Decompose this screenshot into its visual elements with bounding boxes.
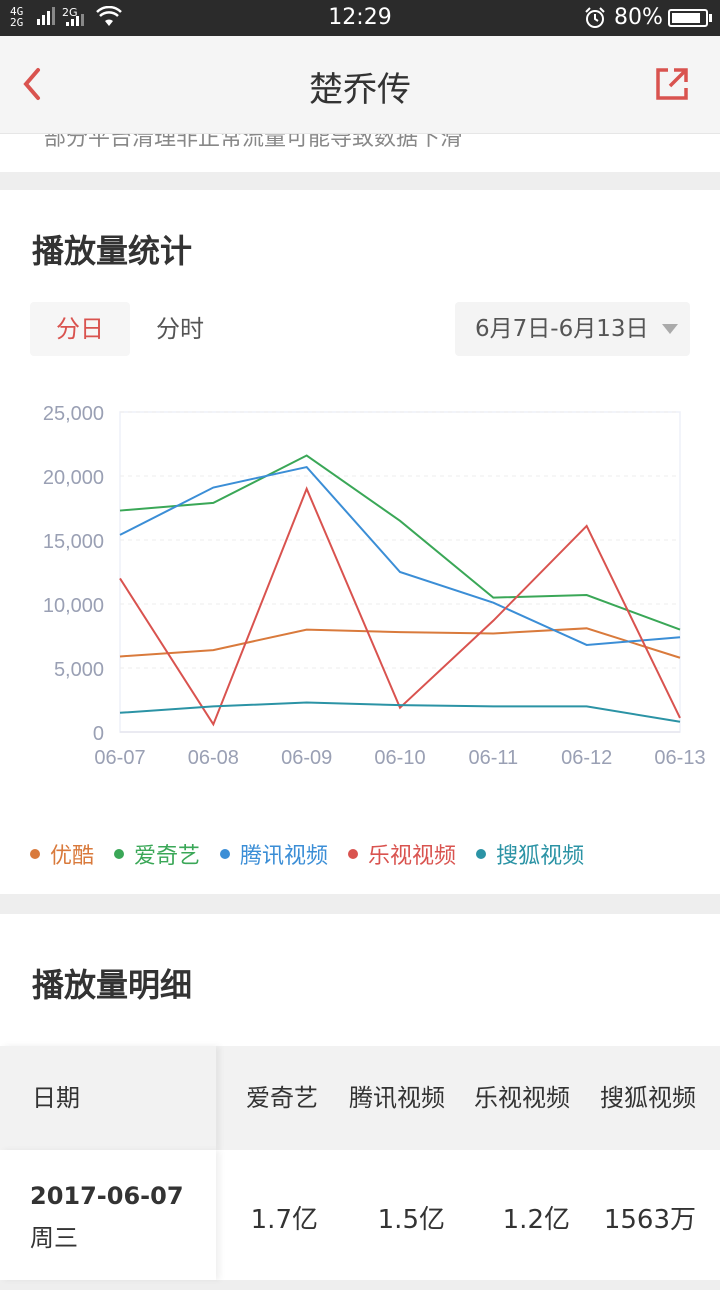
cell-iqiyi: 1.7亿 <box>230 1150 318 1280</box>
legend-item[interactable]: 乐视视频 <box>348 838 456 870</box>
header-date: 日期 <box>32 1046 80 1150</box>
legend-item[interactable]: 搜狐视频 <box>476 838 584 870</box>
date-column-header: 日期 <box>0 1046 216 1150</box>
y-tick-label: 25,000 <box>43 403 104 425</box>
table-header: 日期 爱奇艺 腾讯视频 乐视视频 搜狐视频 <box>0 1046 720 1150</box>
detail-table: 日期 爱奇艺 腾讯视频 乐视视频 搜狐视频 2017-06-07 周三 1.7亿… <box>0 1046 720 1280</box>
tab-daily[interactable]: 分日 <box>30 302 130 356</box>
x-tick-label: 06-08 <box>188 747 239 769</box>
nav-bar: 楚乔传 <box>0 36 720 134</box>
play-count-line-chart: 0 5,000 10,000 15,000 20,000 25,000 06-07 06-08… <box>0 380 720 780</box>
detail-card: 播放量明细 日期 爱奇艺 腾讯视频 乐视视频 搜狐视频 2017-06-07 周… <box>0 914 720 1280</box>
notice-text: 部分平台清理非正常流量可能导致数据下滑 <box>44 134 462 152</box>
x-tick-label: 06-07 <box>94 747 145 769</box>
clock: 12:29 <box>0 5 720 30</box>
battery-percent: 80% <box>614 5 663 30</box>
series-line <box>120 628 680 657</box>
y-tick-label: 0 <box>93 723 104 745</box>
cell-letv: 1.2亿 <box>470 1150 570 1280</box>
stats-card: 播放量统计 分日 分时 6月7日-6月13日 0 5,000 10,000 15,00… <box>0 190 720 894</box>
x-tick-label: 06-13 <box>654 747 705 769</box>
legend-dot-icon <box>348 849 358 859</box>
detail-title: 播放量明细 <box>32 960 192 1006</box>
alarm-icon <box>584 7 606 29</box>
row-date: 2017-06-07 <box>30 1182 184 1210</box>
y-tick-label: 5,000 <box>54 659 104 681</box>
legend-label: 搜狐视频 <box>496 838 584 870</box>
legend-item[interactable]: 腾讯视频 <box>220 838 328 870</box>
legend-label: 乐视视频 <box>368 838 456 870</box>
date-range-select[interactable]: 6月7日-6月13日 <box>455 302 690 356</box>
header-tencent[interactable]: 腾讯视频 <box>345 1046 445 1150</box>
page-title: 楚乔传 <box>0 62 720 111</box>
series-line <box>120 703 680 722</box>
table-row[interactable]: 2017-06-07 周三 1.7亿 1.5亿 1.2亿 1563万 <box>0 1150 720 1280</box>
tab-hourly[interactable]: 分时 <box>130 302 230 356</box>
legend-dot-icon <box>30 849 40 859</box>
y-tick-label: 10,000 <box>43 595 104 617</box>
legend-item[interactable]: 爱奇艺 <box>114 838 200 870</box>
stats-title: 播放量统计 <box>32 226 192 272</box>
legend-label: 优酷 <box>50 838 94 870</box>
share-external-icon[interactable] <box>654 66 690 102</box>
date-range-label: 6月7日-6月13日 <box>475 316 648 342</box>
series-line <box>120 489 680 725</box>
legend-dot-icon <box>220 849 230 859</box>
x-tick-label: 06-11 <box>468 747 518 769</box>
legend-dot-icon <box>476 849 486 859</box>
x-tick-label: 06-10 <box>374 747 425 769</box>
series-line <box>120 456 680 630</box>
header-letv[interactable]: 乐视视频 <box>470 1046 570 1150</box>
chart-legend: 优酷 爱奇艺 腾讯视频 乐视视频 搜狐视频 <box>30 838 604 870</box>
row-date-cell: 2017-06-07 周三 <box>0 1150 216 1280</box>
cell-sohu: 1563万 <box>594 1150 696 1280</box>
legend-label: 爱奇艺 <box>134 838 200 870</box>
cell-tencent: 1.5亿 <box>345 1150 445 1280</box>
scrolled-notice: 部分平台清理非正常流量可能导致数据下滑 <box>0 134 720 172</box>
legend-dot-icon <box>114 849 124 859</box>
header-sohu[interactable]: 搜狐视频 <box>594 1046 696 1150</box>
series-line <box>120 467 680 645</box>
battery-icon <box>668 9 708 27</box>
caret-down-icon <box>662 324 678 334</box>
x-tick-label: 06-12 <box>561 747 612 769</box>
legend-item[interactable]: 优酷 <box>30 838 94 870</box>
y-tick-label: 20,000 <box>43 467 104 489</box>
battery-tip <box>709 14 712 22</box>
x-tick-label: 06-09 <box>281 747 332 769</box>
y-tick-label: 15,000 <box>43 531 104 553</box>
header-iqiyi[interactable]: 爱奇艺 <box>230 1046 318 1150</box>
row-weekday: 周三 <box>30 1218 78 1253</box>
legend-label: 腾讯视频 <box>240 838 328 870</box>
